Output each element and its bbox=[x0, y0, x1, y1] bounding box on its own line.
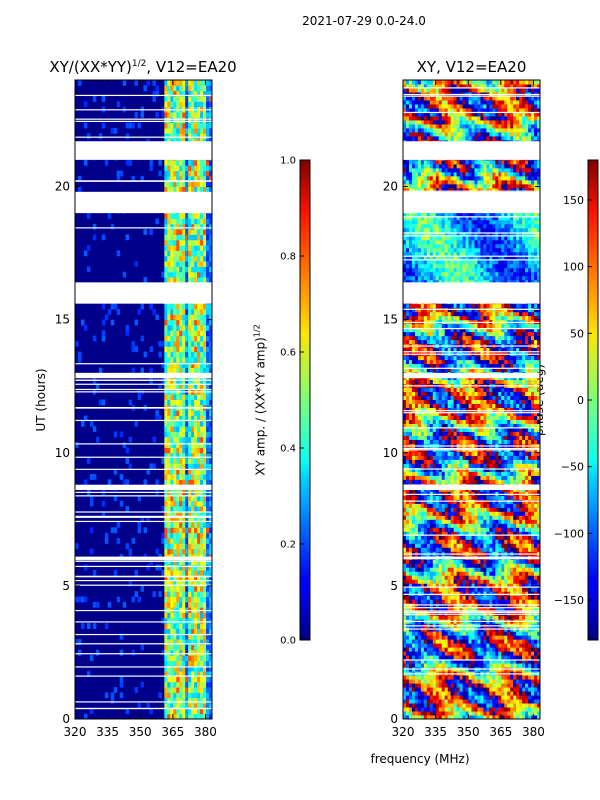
left-ytick-label: 5 bbox=[62, 579, 70, 593]
right-xtick-label: 350 bbox=[457, 725, 480, 739]
right-ytick-label: 0 bbox=[390, 712, 398, 726]
left-axes-frame bbox=[74, 79, 213, 720]
right-xtick-label: 320 bbox=[392, 725, 415, 739]
left-plot-title: XY/(XX*YY)1/2, V12=EA20 bbox=[40, 58, 246, 76]
left-xtick-label: 365 bbox=[161, 725, 184, 739]
left-ytick-label: 15 bbox=[55, 313, 70, 327]
left-colorbar-ticks: 0.0 0.2 0.4 0.6 0.8 1.0 bbox=[280, 156, 304, 647]
left-xtick-label: 320 bbox=[64, 725, 87, 739]
right-colorbar-ticks: 150 100 50 0 −50 −100 −150 bbox=[554, 194, 592, 607]
right-xtick-label: 335 bbox=[424, 725, 447, 739]
left-xtick-label: 335 bbox=[96, 725, 119, 739]
left-cb-tick-label: 0.6 bbox=[280, 348, 296, 359]
right-plot-title: XY, V12=EA20 bbox=[416, 58, 527, 76]
figure-suptitle: 2021-07-29 0.0-24.0 bbox=[302, 14, 426, 28]
xlabel: frequency (MHz) bbox=[370, 752, 470, 766]
right-cb-tick-label: −50 bbox=[561, 461, 584, 474]
left-cb-tick-label: 0.8 bbox=[280, 252, 296, 263]
right-cb-tick-label: 0 bbox=[577, 394, 584, 407]
left-ytick-label: 10 bbox=[55, 446, 70, 460]
left-colorbar bbox=[299, 159, 311, 641]
left-title-sup: 1/2 bbox=[131, 59, 147, 69]
right-ytick-label: 15 bbox=[383, 313, 398, 327]
right-cb-tick-label: −100 bbox=[554, 527, 584, 540]
right-xtick-label: 380 bbox=[522, 725, 545, 739]
left-cb-tick-label: 0.4 bbox=[280, 444, 296, 455]
left-xtick-label: 350 bbox=[129, 725, 152, 739]
right-axes-frame bbox=[402, 79, 541, 720]
left-cb-tick-label: 0.0 bbox=[280, 636, 296, 647]
left-cb-tick-label: 1.0 bbox=[280, 156, 296, 167]
right-cb-tick-label: 50 bbox=[570, 327, 584, 340]
right-cb-tick-label: 150 bbox=[563, 194, 584, 207]
right-ytick-label: 5 bbox=[390, 579, 398, 593]
left-title-main: XY/(XX*YY) bbox=[49, 58, 132, 76]
left-ytick-label: 20 bbox=[55, 180, 70, 194]
right-ytick-label: 10 bbox=[383, 446, 398, 460]
right-cb-tick-label: −150 bbox=[554, 594, 584, 607]
left-title-tail: , V12=EA20 bbox=[146, 58, 237, 76]
right-ytick-label: 20 bbox=[383, 180, 398, 194]
left-ytick-label: 0 bbox=[62, 712, 70, 726]
right-cb-tick-label: 100 bbox=[563, 261, 584, 274]
right-ticks: 320 335 350 365 380 0 5 10 15 20 bbox=[383, 80, 545, 739]
left-xtick-label: 380 bbox=[194, 725, 217, 739]
left-heatmap bbox=[75, 80, 212, 719]
left-ticks: 320 335 350 365 380 0 5 10 15 20 bbox=[55, 80, 217, 739]
left-cb-tick-label: 0.2 bbox=[280, 540, 296, 551]
right-xtick-label: 365 bbox=[489, 725, 512, 739]
right-heatmap bbox=[403, 80, 540, 719]
